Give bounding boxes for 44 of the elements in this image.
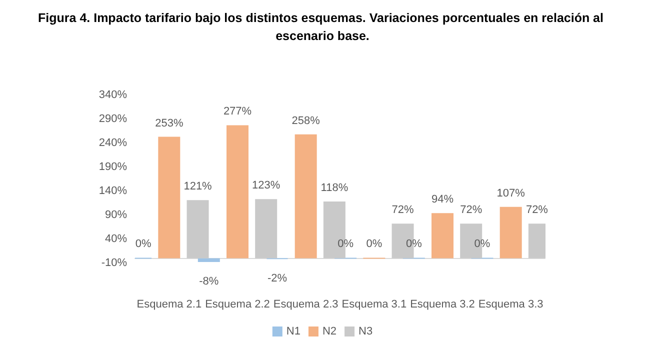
y-tick-label: 190% (98, 161, 128, 173)
x-tick-label: Esquema 2.3 (273, 298, 338, 310)
data-label: 0% (474, 238, 490, 250)
y-tick-label: 90% (104, 209, 128, 221)
data-label: 253% (155, 117, 184, 130)
bar (432, 213, 454, 258)
data-label: 72% (460, 204, 482, 216)
y-tick-label: 240% (98, 137, 128, 149)
data-label: 0% (366, 238, 382, 250)
data-label: 0% (338, 238, 354, 250)
x-tick-label: Esquema 3.2 (410, 298, 475, 310)
y-tick-label: 140% (98, 185, 128, 197)
x-tick-label: Esquema 2.2 (205, 298, 270, 310)
x-tick-label: Esquema 3.3 (478, 298, 544, 310)
bar (294, 134, 317, 258)
data-label: 107% (496, 187, 526, 200)
data-label: 72% (392, 204, 414, 216)
legend-label: N2 (322, 326, 337, 338)
data-label: 118% (320, 182, 348, 194)
bar (158, 136, 180, 258)
data-label: 72% (526, 204, 548, 216)
y-tick-label: 290% (98, 113, 128, 125)
x-tick-label: Esquema 2.1 (136, 298, 202, 310)
chart-title: Figura 4. Impacto tarifario bajo los distintos esquemas. Variaciones porcentuales en relación al escenario base. (38, 11, 607, 43)
bar (198, 258, 220, 262)
y-tick-label: -10% (101, 257, 128, 269)
bar (226, 125, 248, 258)
legend-label: N1 (286, 326, 300, 338)
bar (186, 200, 209, 258)
bar (255, 199, 278, 258)
bar (500, 206, 522, 258)
x-tick-label: Esquema 3.1 (342, 298, 407, 310)
y-tick-label: 40% (104, 233, 128, 245)
data-label: 123% (252, 180, 280, 192)
data-label: -8% (199, 276, 219, 288)
legend-label: N3 (358, 326, 373, 338)
data-label: 258% (292, 114, 320, 127)
y-tick-label: 340% (98, 89, 128, 101)
data-label: 121% (184, 180, 212, 193)
data-label: 277% (223, 106, 252, 118)
data-label: 0% (135, 238, 152, 250)
data-label: 0% (406, 238, 422, 250)
data-label: 94% (431, 194, 454, 206)
data-label: -2% (267, 272, 288, 285)
